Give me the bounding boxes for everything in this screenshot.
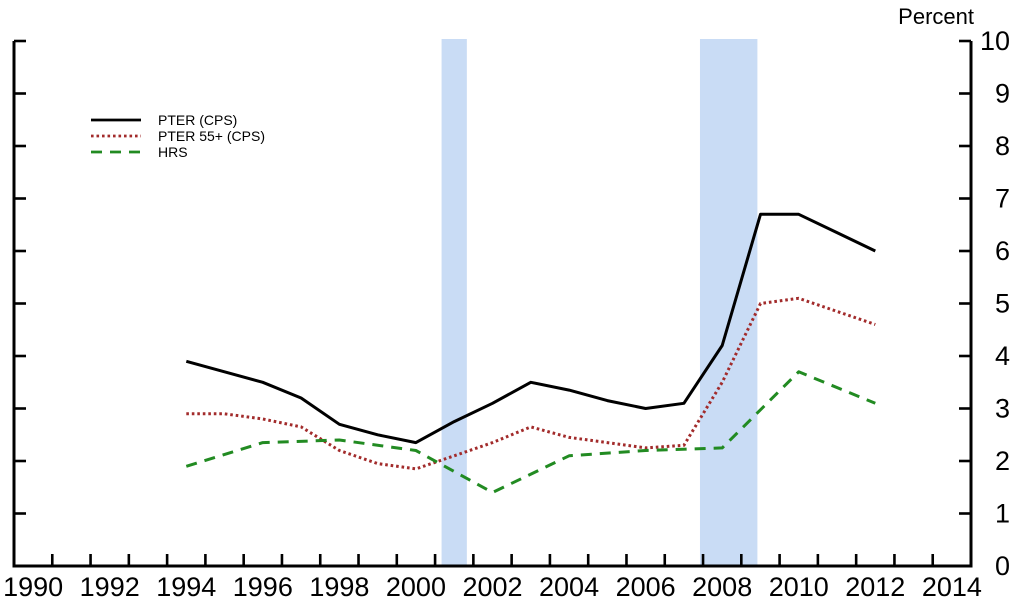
legend-line-dotted: [91, 134, 141, 138]
x-tick-label: 2002: [462, 572, 522, 602]
y-tick-label: 9: [995, 79, 1010, 109]
x-tick-label: 1994: [156, 572, 216, 602]
x-tick-label: 2000: [386, 572, 446, 602]
y-tick-label: 4: [995, 341, 1010, 371]
y-tick-label: 7: [995, 184, 1010, 214]
x-tick-label: 1990: [3, 572, 63, 602]
legend-label: HRS: [158, 144, 188, 160]
y-tick-label: 5: [995, 289, 1010, 319]
legend-label: PTER 55+ (CPS): [158, 128, 265, 144]
series-line-pter-55-cps: [186, 296, 876, 471]
recession-band: [441, 39, 467, 566]
x-tick-label: 2012: [845, 572, 905, 602]
y-tick-label: 2: [995, 446, 1010, 476]
x-tick-label: 1998: [309, 572, 369, 602]
x-tick-label: 1996: [233, 572, 293, 602]
x-tick-label: 2010: [769, 572, 829, 602]
legend-item-pter-cps: PTER (CPS): [90, 112, 265, 128]
legend-line-solid: [91, 118, 141, 122]
y-axis-title: Percent: [898, 4, 974, 29]
x-tick-label: 2014: [922, 572, 982, 602]
x-tick-label: 2004: [539, 572, 599, 602]
series-line-pter-cps: [185, 212, 876, 445]
y-tick-label: 10: [980, 26, 1010, 56]
y-tick-label: 6: [995, 236, 1010, 266]
series-line-hrs: [185, 370, 876, 494]
legend-item-pter-55-cps: PTER 55+ (CPS): [90, 128, 265, 144]
recession-band: [699, 39, 758, 566]
y-tick-label: 3: [995, 394, 1010, 424]
x-tick-label: 1992: [80, 572, 140, 602]
legend-line-dashed: [91, 150, 141, 154]
legend: PTER (CPS) PTER 55+ (CPS) HRS: [90, 112, 265, 160]
legend-label: PTER (CPS): [158, 112, 238, 128]
legend-item-hrs: HRS: [90, 144, 265, 160]
x-tick-label: 2006: [616, 572, 676, 602]
y-tick-label: 1: [995, 499, 1010, 529]
x-tick-label: 2008: [692, 572, 752, 602]
y-tick-label: 0: [995, 551, 1010, 581]
y-tick-label: 8: [995, 131, 1010, 161]
